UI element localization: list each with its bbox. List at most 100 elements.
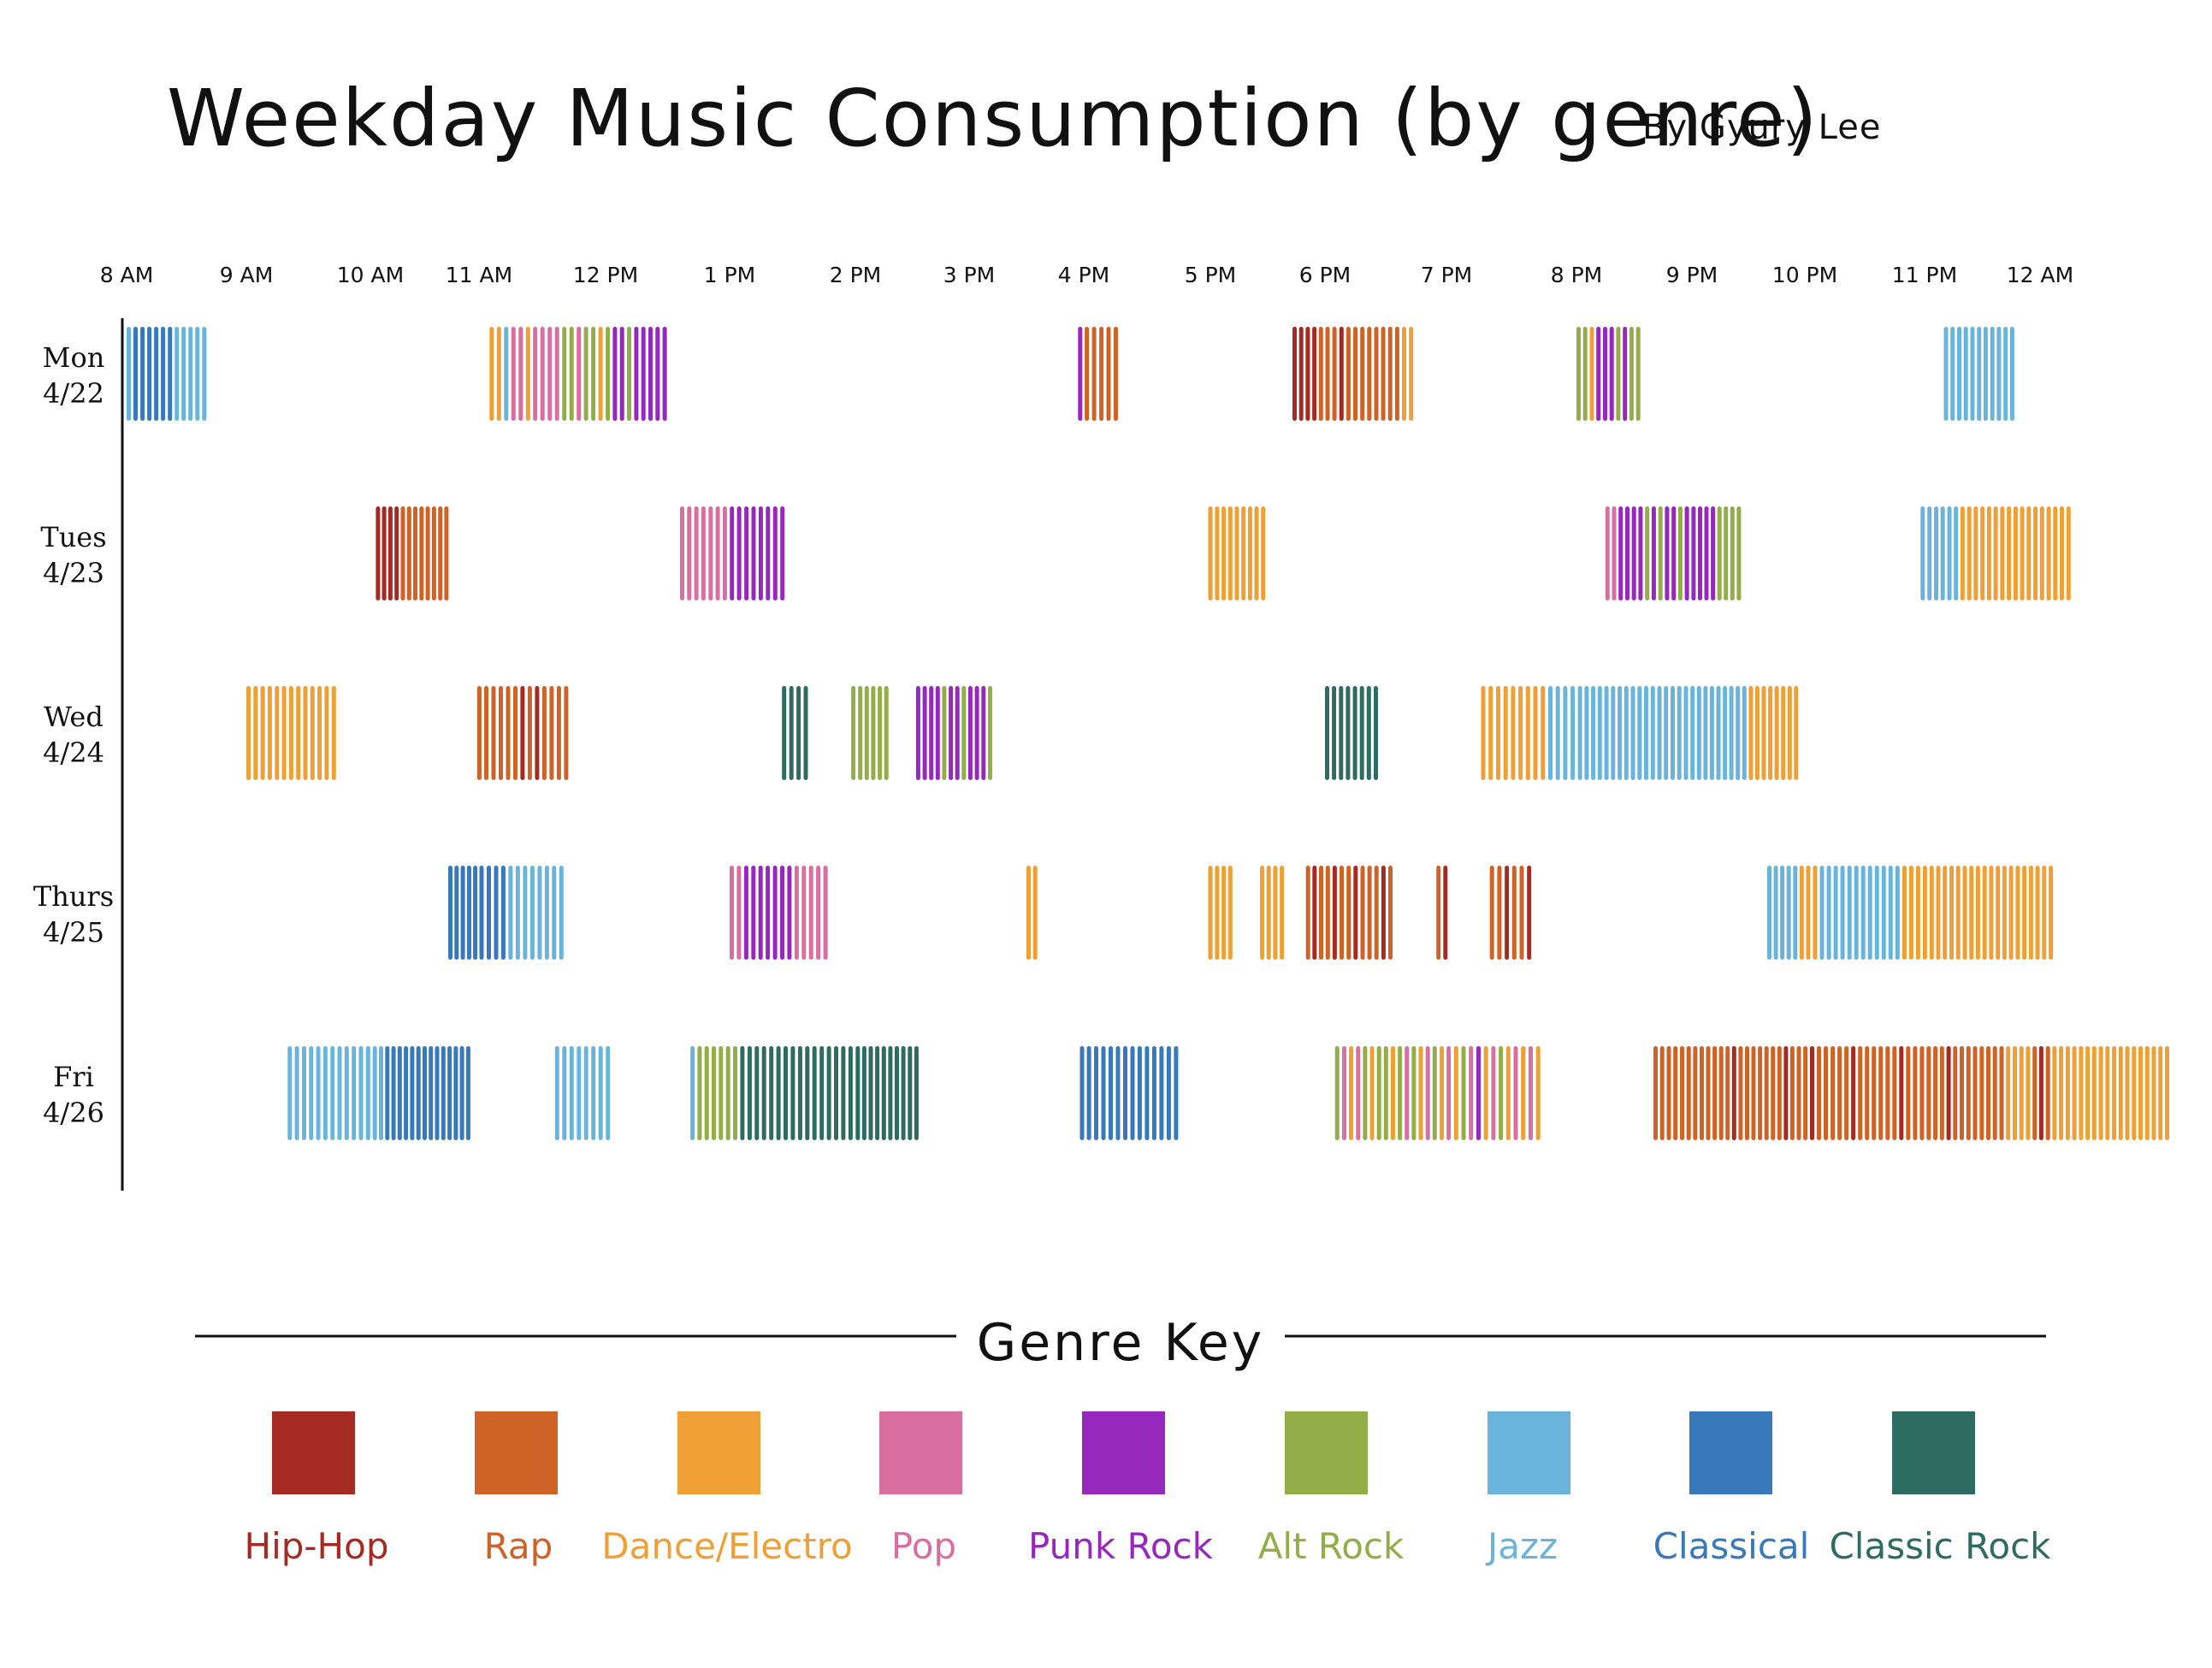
track-bar bbox=[438, 506, 443, 600]
x-tick-label: 12 AM bbox=[2007, 263, 2073, 287]
x-tick-label: 8 AM bbox=[100, 263, 154, 287]
track-bar bbox=[961, 686, 967, 780]
track-bar bbox=[1443, 866, 1448, 960]
track-bar bbox=[317, 686, 322, 780]
track-bar bbox=[391, 1046, 396, 1140]
track-bar bbox=[1913, 1046, 1918, 1140]
track-bar bbox=[1529, 1046, 1533, 1140]
track-bar bbox=[1432, 1046, 1437, 1140]
track-bar bbox=[1026, 866, 1031, 960]
track-bar bbox=[864, 686, 869, 780]
track-bar bbox=[2065, 1046, 2070, 1140]
track-bar bbox=[419, 506, 424, 600]
track-bar bbox=[1369, 1046, 1375, 1140]
track-bar bbox=[1723, 686, 1728, 780]
track-bar bbox=[1966, 1046, 1971, 1140]
track-bar bbox=[2072, 1046, 2077, 1140]
track-bar bbox=[275, 686, 280, 780]
track-bar bbox=[2052, 1046, 2057, 1140]
track-bar bbox=[1658, 506, 1663, 600]
track-bar bbox=[1340, 866, 1344, 960]
track-bar bbox=[1332, 686, 1337, 780]
track-bar bbox=[331, 686, 336, 780]
track-bar bbox=[246, 686, 251, 780]
track-bar bbox=[1273, 866, 1278, 960]
track-bar bbox=[1461, 1046, 1466, 1140]
track-bar bbox=[549, 686, 554, 780]
track-bar bbox=[1346, 686, 1351, 780]
track-bar bbox=[1973, 506, 1978, 600]
track-bar bbox=[2049, 866, 2054, 960]
legend-swatch bbox=[475, 1411, 558, 1494]
track-bar bbox=[712, 1046, 716, 1140]
track-bar bbox=[598, 1046, 603, 1140]
track-bar bbox=[1786, 866, 1791, 960]
track-bar bbox=[1645, 506, 1650, 600]
track-bar bbox=[2015, 866, 2020, 960]
track-bar bbox=[949, 686, 954, 780]
track-bar bbox=[552, 866, 557, 960]
track-bar bbox=[1943, 866, 1948, 960]
track-bar bbox=[1123, 1046, 1127, 1140]
track-bar bbox=[1366, 686, 1371, 780]
track-bar bbox=[2002, 866, 2007, 960]
track-bar bbox=[562, 1046, 567, 1140]
track-bar bbox=[406, 506, 411, 600]
track-bar bbox=[1618, 686, 1623, 780]
track-bar bbox=[1109, 1046, 1113, 1140]
track-bar bbox=[1657, 686, 1662, 780]
track-bar bbox=[1716, 686, 1721, 780]
track-bar bbox=[1151, 1046, 1156, 1140]
track-bar bbox=[1215, 506, 1220, 600]
track-bar bbox=[1144, 1046, 1150, 1140]
track-bar bbox=[484, 686, 488, 780]
track-bar bbox=[922, 686, 927, 780]
track-bar bbox=[740, 1046, 745, 1140]
track-bar bbox=[309, 1046, 314, 1140]
track-bar bbox=[1174, 1046, 1179, 1140]
track-bar bbox=[761, 1046, 766, 1140]
track-bar bbox=[372, 1046, 377, 1140]
track-bar bbox=[288, 686, 293, 780]
track-bar bbox=[1114, 327, 1118, 421]
track-bar bbox=[591, 1046, 596, 1140]
track-bar bbox=[1405, 1046, 1410, 1140]
track-bar bbox=[569, 327, 574, 421]
x-tick-label: 3 PM bbox=[943, 263, 996, 287]
track-bar bbox=[1736, 506, 1742, 600]
x-tick-label: 11 AM bbox=[446, 263, 512, 287]
track-bar bbox=[1374, 327, 1379, 421]
track-bar bbox=[754, 1046, 760, 1140]
track-bar bbox=[1476, 1046, 1481, 1140]
legend-label: Jazz bbox=[1485, 1525, 1558, 1567]
track-bar bbox=[1381, 327, 1386, 421]
track-bar bbox=[1813, 866, 1818, 960]
track-bar bbox=[1977, 327, 1982, 421]
track-bar bbox=[473, 866, 478, 960]
track-bar bbox=[465, 1046, 470, 1140]
track-bar bbox=[344, 1046, 349, 1140]
legend-label: Dance/Electro bbox=[601, 1525, 852, 1567]
track-bar bbox=[1342, 1046, 1346, 1140]
track-bar bbox=[627, 327, 631, 421]
track-bar bbox=[1513, 1046, 1518, 1140]
track-bar bbox=[1535, 1046, 1541, 1140]
track-bar bbox=[1927, 506, 1932, 600]
track-bar bbox=[1359, 686, 1364, 780]
track-bar bbox=[2060, 506, 2064, 600]
track-bar bbox=[1777, 1046, 1782, 1140]
track-bar bbox=[1624, 686, 1629, 780]
track-bar bbox=[769, 1046, 774, 1140]
day-label: Thurs bbox=[33, 880, 114, 913]
track-bar bbox=[1844, 1046, 1849, 1140]
track-bar bbox=[520, 686, 525, 780]
track-bar bbox=[423, 1046, 427, 1140]
track-bar bbox=[1312, 327, 1317, 421]
track-bar bbox=[1411, 1046, 1417, 1140]
track-bar bbox=[1318, 327, 1323, 421]
track-bar bbox=[535, 686, 540, 780]
day-date-label: 4/26 bbox=[43, 1097, 104, 1129]
track-bars bbox=[127, 327, 2169, 1140]
track-bar bbox=[1990, 327, 1995, 421]
